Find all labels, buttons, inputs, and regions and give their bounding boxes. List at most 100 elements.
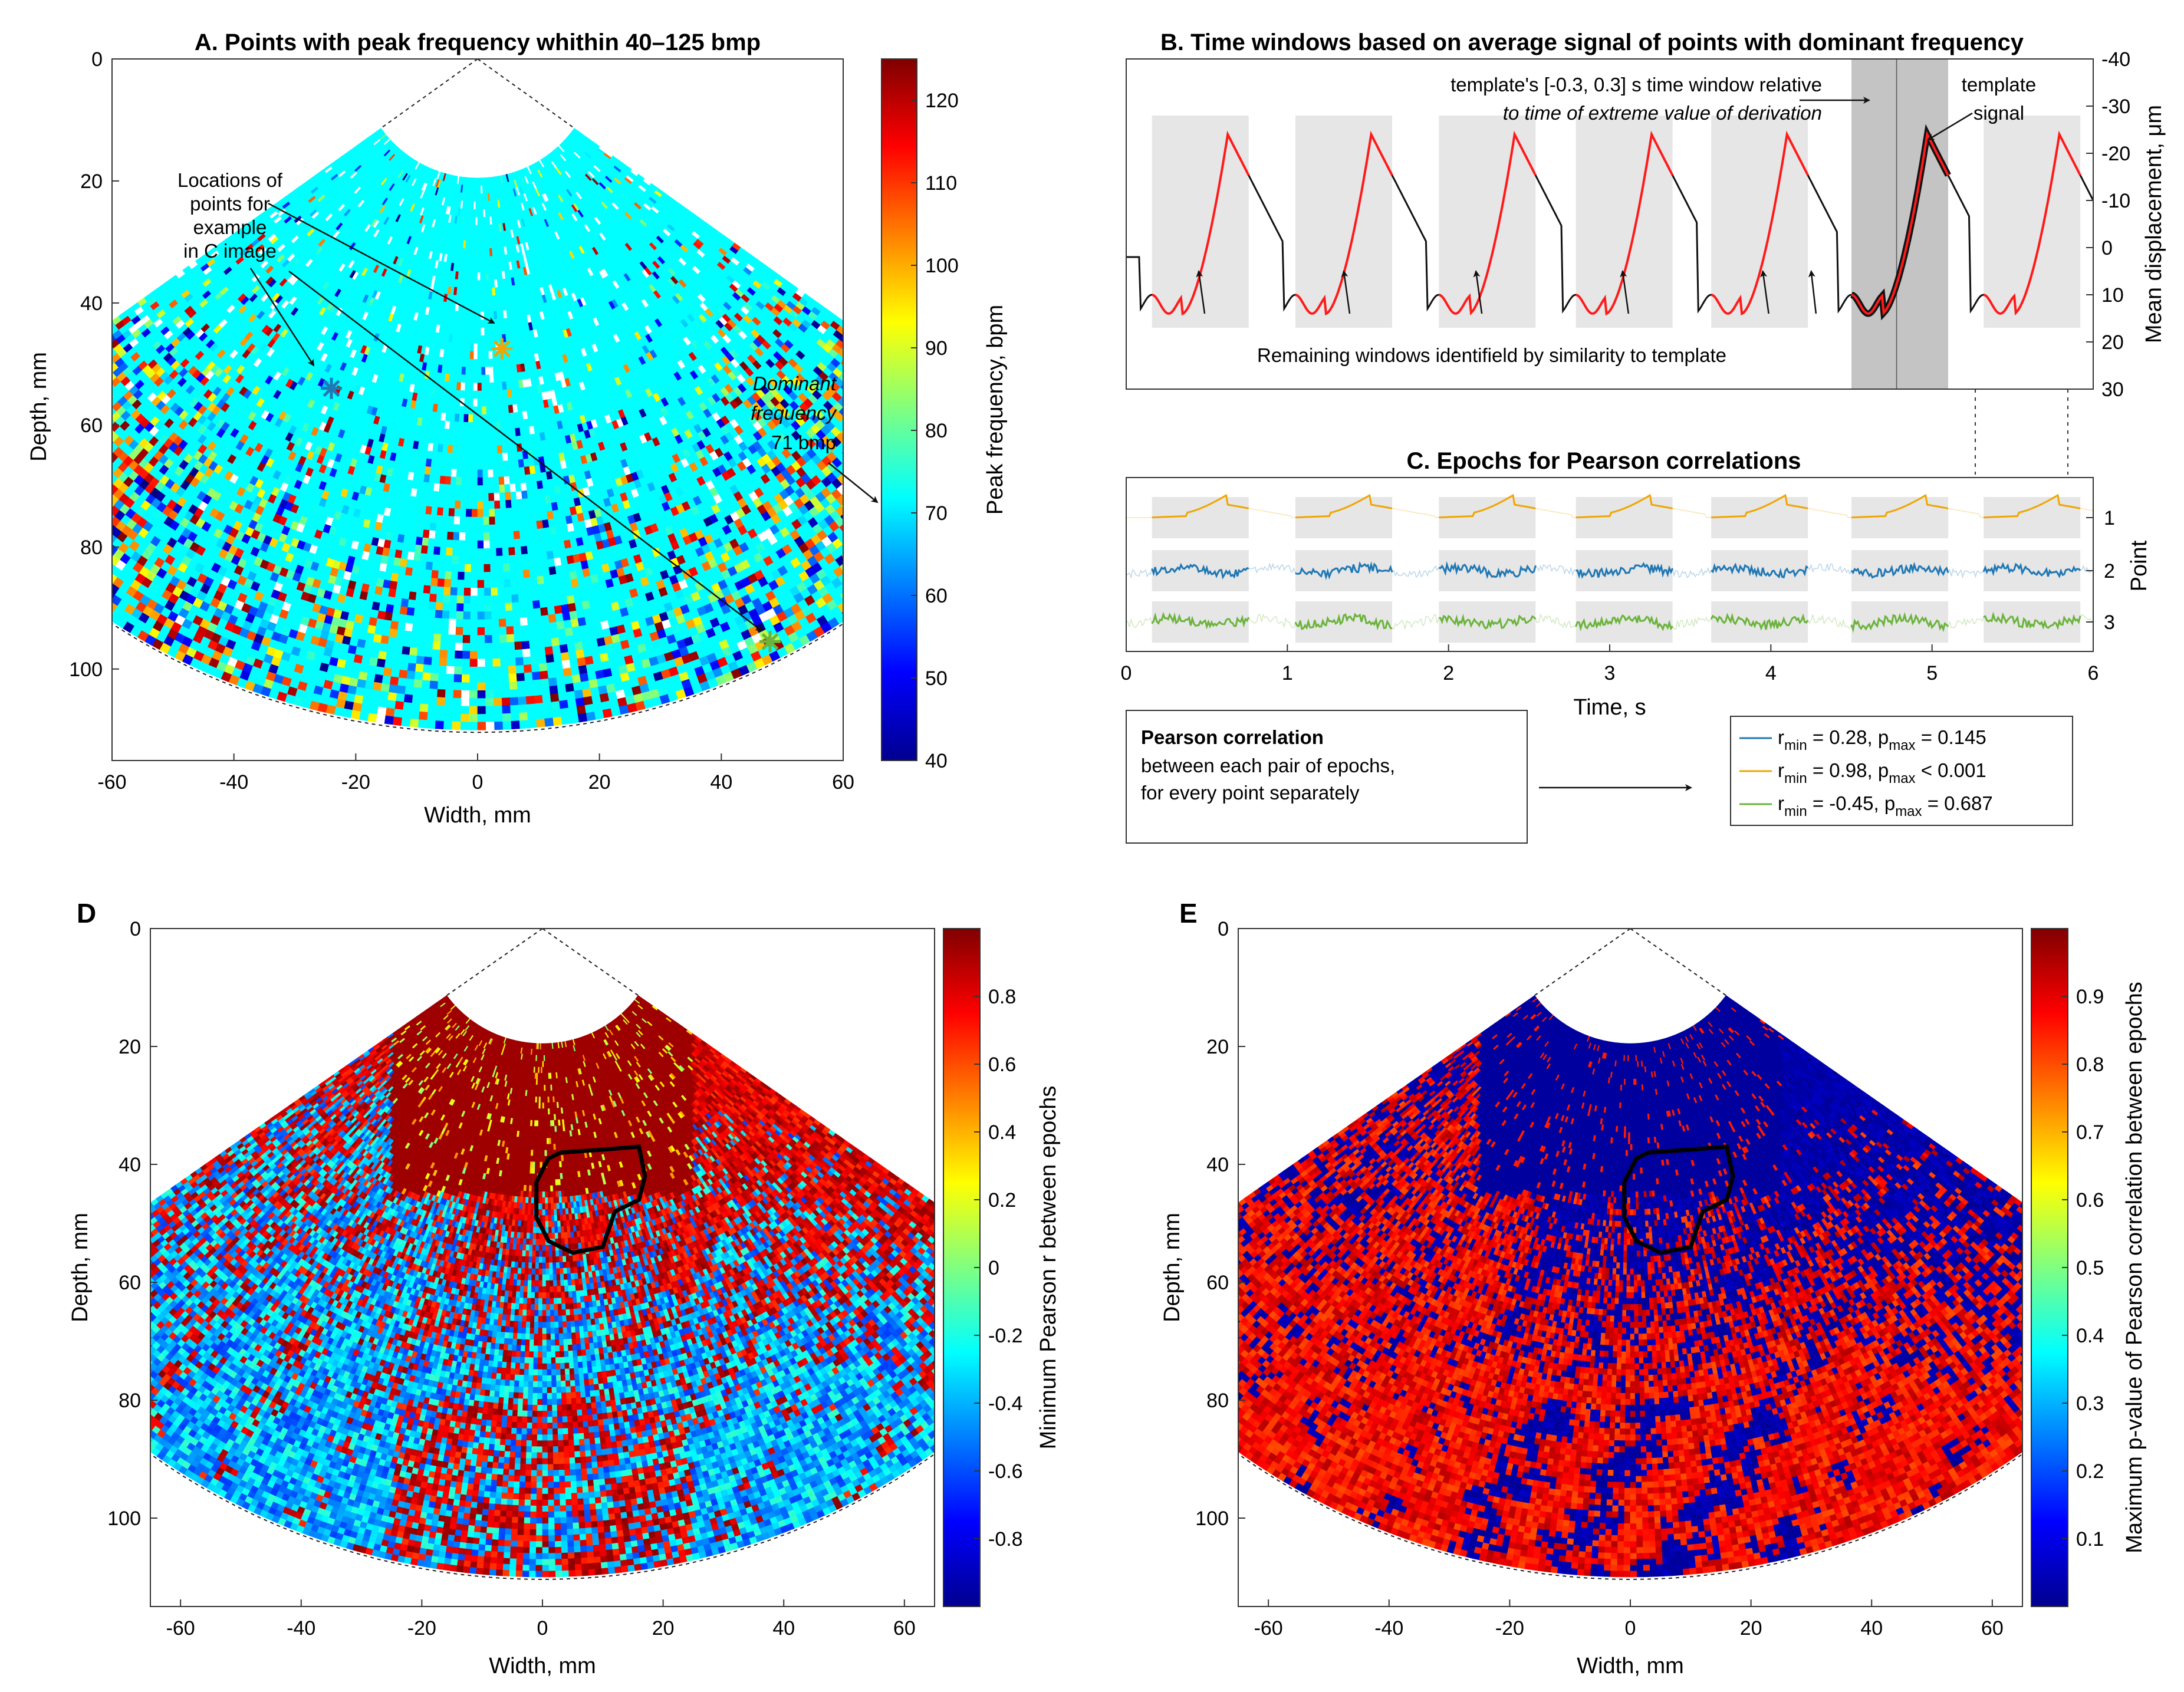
fan-cell: [112, 334, 113, 335]
fan-cell: [415, 600, 423, 610]
fan-cell: [425, 561, 433, 571]
fan-cell: [75, 477, 86, 488]
fan-cell: [447, 524, 455, 533]
fan-cell: [425, 569, 433, 578]
fan-cell: [383, 667, 393, 677]
fan-cell: [450, 469, 458, 478]
fan-cell: [421, 680, 431, 689]
fan-cell: [458, 350, 463, 360]
fan-cell: [456, 334, 461, 344]
fan-cell: [0, 442, 1, 453]
fan-cell: [41, 562, 53, 574]
fan-cell: [88, 364, 98, 374]
fan-cell: [437, 681, 446, 690]
fan-cell: [437, 578, 445, 588]
fan-cell: [85, 358, 95, 368]
fan-cell: [97, 398, 107, 408]
fan-cell: [54, 383, 64, 393]
fan-cell: [95, 358, 105, 368]
fan-cell: [409, 583, 418, 593]
fan-cell: [463, 335, 468, 344]
fan-cell: [90, 340, 100, 349]
fan-cell: [450, 397, 456, 406]
fan-cell: [28, 539, 40, 551]
fan-cell: [88, 598, 99, 610]
fan-cell: [81, 503, 92, 515]
fan-cell: [50, 528, 61, 539]
fan-cell: [440, 539, 448, 548]
fan-cell: [76, 466, 87, 477]
fan-cell: [451, 460, 458, 470]
fan-cell: [432, 491, 440, 500]
fan-cell: [61, 578, 73, 590]
fan-cell: [21, 478, 32, 489]
fan-cell: [65, 466, 75, 477]
fan-cell: [87, 498, 97, 508]
fan-cell: [432, 562, 440, 571]
fan-cell: [445, 476, 452, 485]
fan-cell: [59, 414, 70, 424]
fan-cell: [44, 522, 55, 534]
fan-cell: [69, 555, 80, 566]
fan-cell: [458, 358, 463, 367]
fan-cell: [450, 484, 456, 493]
fan-cell: [97, 475, 108, 486]
fan-cell: [27, 517, 38, 528]
fan-cell: [432, 554, 440, 564]
fan-cell: [426, 554, 434, 563]
fan-cell: [90, 581, 101, 592]
fan-cell: [370, 697, 380, 707]
fan-cell: [81, 471, 91, 482]
fan-cell: [452, 445, 459, 454]
fan-cell: [86, 476, 97, 486]
fan-cell: [435, 720, 445, 730]
fan-cell: [48, 568, 60, 579]
fan-cell: [427, 490, 434, 499]
fan-cell: [11, 455, 22, 466]
fan-cell: [85, 587, 97, 598]
fan-cell: [416, 647, 426, 657]
fan-cell: [427, 704, 437, 713]
fan-cell: [389, 580, 398, 590]
fan-cell: [433, 633, 442, 643]
fan-cell: [444, 571, 452, 580]
fan-cell: [96, 335, 106, 344]
fan-cell: [403, 694, 413, 703]
fan-cell: [112, 544, 113, 545]
fan-cell: [83, 393, 93, 403]
fan-cell: [433, 626, 442, 635]
fan-cell: [369, 657, 379, 667]
fan-cell: [112, 462, 113, 465]
fan-cell: [15, 483, 26, 494]
fan-cell: [97, 349, 107, 358]
fan-cell: [430, 514, 438, 524]
fan-cell: [13, 433, 24, 444]
fan-cell: [97, 465, 108, 475]
fan-cell: [419, 711, 429, 720]
fan-cell: [112, 407, 117, 416]
fan-cell: [404, 527, 412, 536]
fan-cell: [55, 446, 66, 456]
fan-cell: [97, 496, 108, 507]
fan-cell: [99, 388, 109, 398]
fan-cell: [419, 624, 428, 634]
fan-cell: [442, 603, 450, 611]
fan-cell: [413, 504, 422, 514]
fan-cell: [97, 373, 107, 383]
fan-cell: [432, 451, 438, 460]
fan-cell: [438, 562, 446, 572]
fan-cell: [64, 561, 75, 572]
fan-cell: [0, 410, 5, 420]
fan-cell: [438, 570, 446, 580]
fan-cell: [81, 594, 92, 605]
fan-cell: [407, 663, 417, 672]
fan-cell: [373, 634, 383, 644]
fan-cell: [452, 381, 458, 391]
fan-cell: [61, 527, 72, 538]
fan-cell: [40, 551, 52, 562]
fan-cell: [415, 663, 425, 673]
fan-cell: [432, 649, 440, 659]
fan-cell: [361, 696, 372, 706]
fan-cell: [381, 627, 391, 637]
fan-cell: [381, 675, 392, 685]
